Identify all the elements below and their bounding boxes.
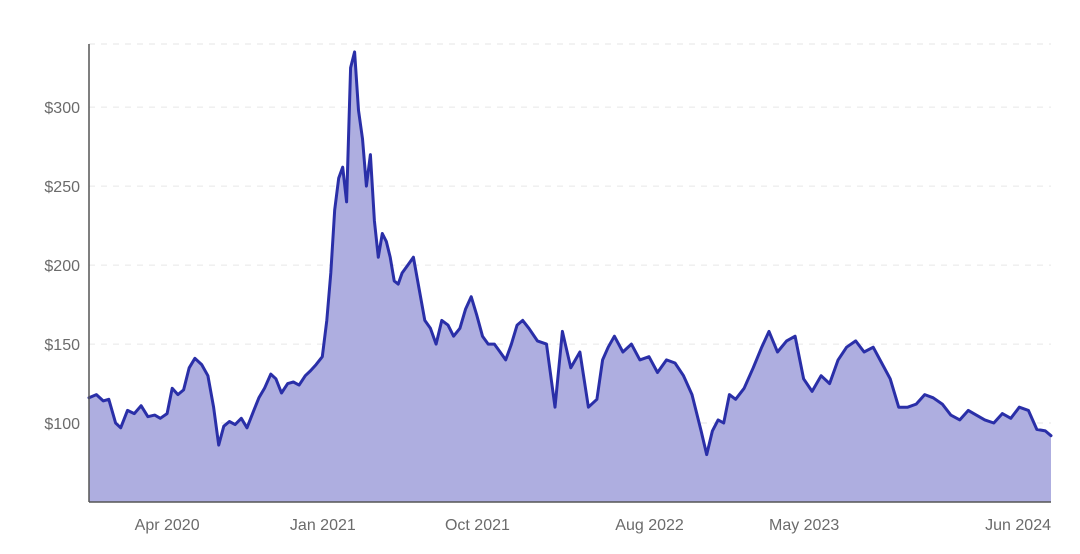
- area-fill: [89, 51, 1051, 503]
- area-series: [87, 50, 1053, 503]
- x-tick-label: Apr 2020: [135, 517, 200, 534]
- y-tick-label: $100: [44, 416, 80, 433]
- y-tick-label: $300: [44, 100, 80, 117]
- y-tick-label: $150: [44, 337, 80, 354]
- x-axis-ticks: Apr 2020 Jan 2021 Oct 2021 Aug 2022 May 2023…: [135, 517, 1051, 534]
- y-axis-ticks: $100 $150 $200 $250 $300: [44, 100, 80, 433]
- x-tick-label: Aug 2022: [615, 517, 684, 534]
- x-tick-label: Oct 2021: [445, 517, 510, 534]
- axes: [88, 44, 1051, 503]
- y-tick-label: $250: [44, 179, 80, 196]
- y-tick-label: $200: [44, 258, 80, 275]
- x-tick-label: Jun 2024: [985, 517, 1051, 534]
- price-line: [87, 50, 1053, 457]
- x-tick-label: May 2023: [769, 517, 839, 534]
- x-tick-label: Jan 2021: [290, 517, 356, 534]
